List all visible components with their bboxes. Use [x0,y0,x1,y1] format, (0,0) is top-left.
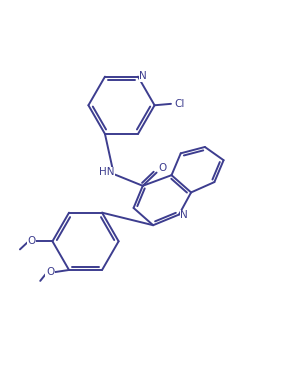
Text: O: O [158,163,166,173]
Text: O: O [28,236,36,246]
Text: O: O [46,267,54,277]
Text: Cl: Cl [175,99,185,109]
Text: HN: HN [99,167,114,177]
Text: N: N [180,210,188,220]
Text: N: N [139,71,147,81]
